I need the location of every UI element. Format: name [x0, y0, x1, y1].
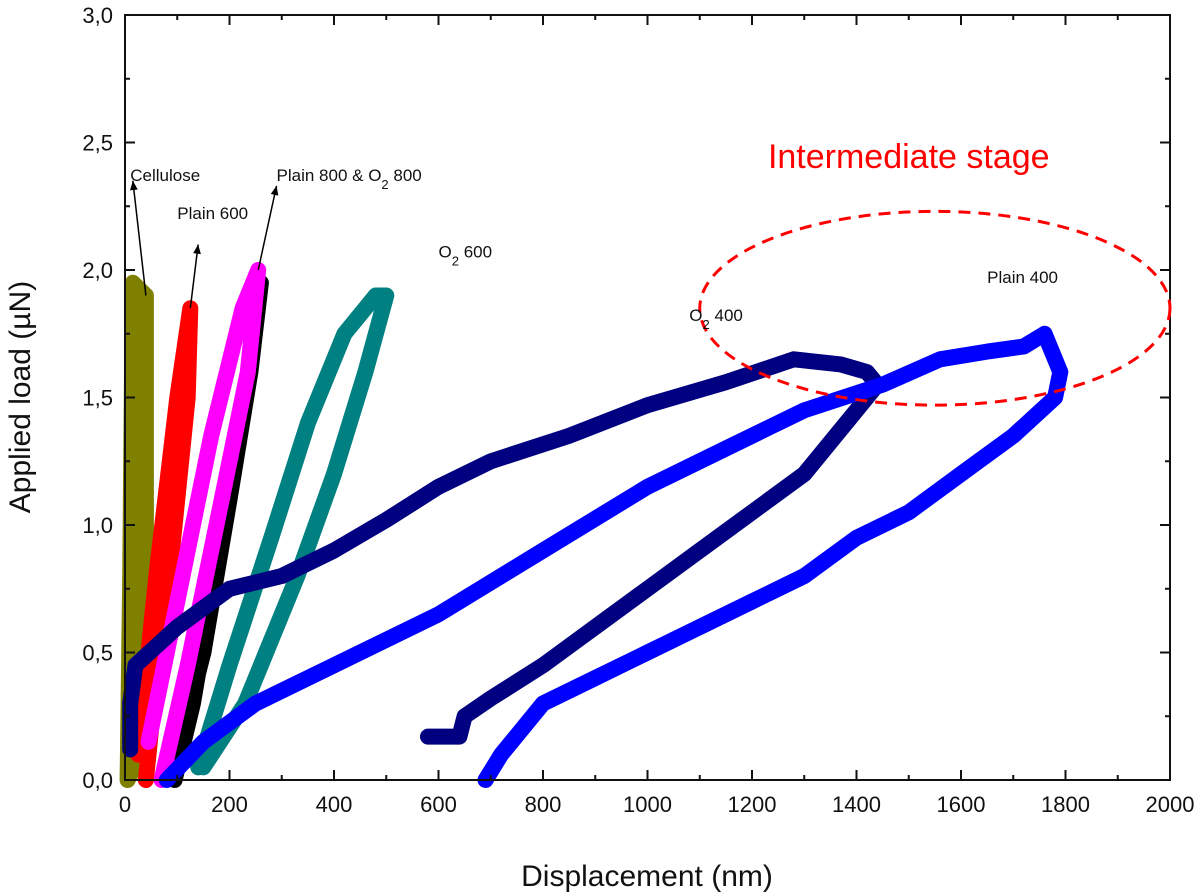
- series-layer: [119, 262, 1069, 788]
- annotation-label: Plain 600: [177, 204, 248, 223]
- y-tick-label: 2,5: [82, 131, 113, 156]
- y-tick-label: 1,0: [82, 513, 113, 538]
- annotation-arrowhead: [193, 244, 201, 255]
- annotation-arrow: [132, 180, 147, 296]
- y-tick-label: 0,5: [82, 641, 113, 666]
- x-tick-label: 1600: [937, 792, 986, 817]
- x-tick-label: 2000: [1146, 792, 1195, 817]
- series-o2-400: [122, 351, 886, 758]
- ticks-layer: 0 200 400 600 800 1000 1200 1400 1600 1800 2000 0,0…: [82, 3, 1194, 817]
- annotation-arrowhead: [270, 185, 279, 196]
- annotation-arrow: [257, 185, 278, 271]
- annotation-label: O2 400: [689, 306, 743, 332]
- annotation-arrow: [189, 244, 199, 309]
- annotation-label: Plain 400: [987, 268, 1058, 287]
- x-tick-label: 1400: [832, 792, 881, 817]
- x-tick-label: 600: [420, 792, 457, 817]
- x-tick-label: 0: [119, 792, 131, 817]
- y-tick-label: 1,5: [82, 386, 113, 411]
- annotation-arrowhead: [130, 180, 138, 191]
- annotation-label: O2 600: [439, 242, 493, 268]
- x-axis-title: Displacement (nm): [521, 860, 773, 893]
- y-tick-label: 0,0: [82, 768, 113, 793]
- x-tick-label: 1000: [623, 792, 672, 817]
- y-tick-label: 2,0: [82, 258, 113, 283]
- x-tick-label: 800: [525, 792, 562, 817]
- annotation-layer: Cellulose Plain 600 Plain 800 & O2 800 O2 6…: [130, 138, 1172, 407]
- series-plain-400: [158, 325, 1069, 788]
- x-tick-label: 1800: [1041, 792, 1090, 817]
- annotation-label: Intermediate stage: [768, 138, 1050, 176]
- x-tick-label: 400: [316, 792, 353, 817]
- annotation-label: Plain 800 & O2 800: [277, 166, 422, 192]
- x-tick-label: 1200: [728, 792, 777, 817]
- series-o2-600: [190, 287, 395, 776]
- intermediate-stage-ellipse: [698, 209, 1172, 407]
- y-axis-title: Applied load (µN): [4, 281, 37, 513]
- x-tick-label: 200: [211, 792, 248, 817]
- y-tick-label: 3,0: [82, 3, 113, 28]
- annotation-label: Cellulose: [130, 166, 200, 185]
